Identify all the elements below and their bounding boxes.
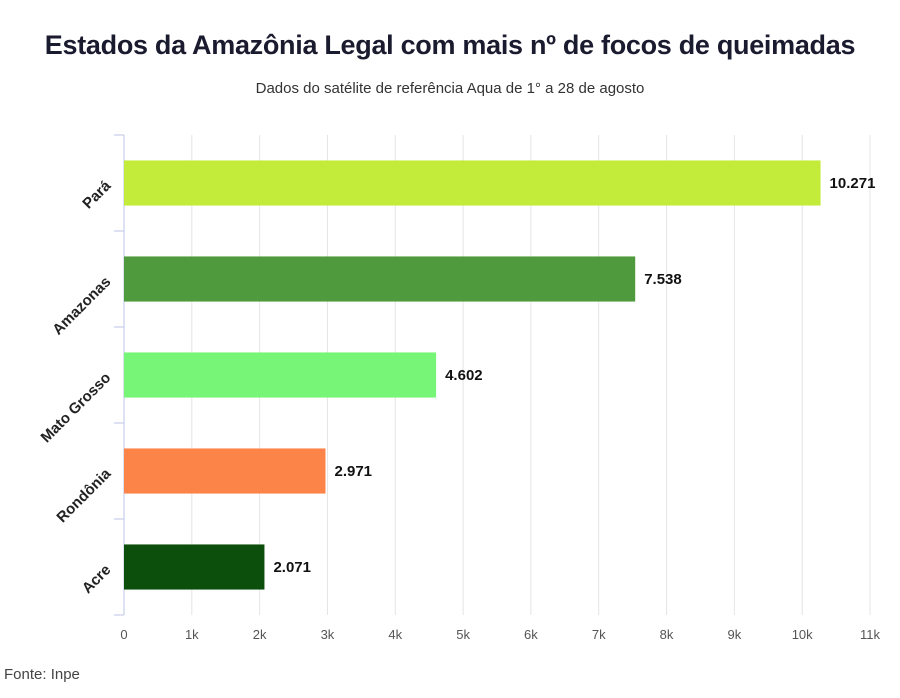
bar [124, 160, 821, 206]
data-label: 10.271 [830, 175, 876, 192]
x-tick-label: 11k [860, 627, 880, 642]
x-tick-label: 9k [727, 627, 741, 642]
bar [124, 544, 265, 590]
x-tick-label: 5k [456, 627, 470, 642]
bar [124, 352, 437, 398]
x-tick-label: 6k [524, 627, 538, 642]
data-label: 4.602 [445, 367, 483, 384]
data-label: 2.971 [334, 463, 372, 480]
category-label: Amazonas [49, 273, 114, 338]
category-label: Acre [79, 561, 115, 597]
y-axis [114, 134, 125, 616]
data-label: 7.538 [644, 271, 682, 288]
x-tick-label: 10k [792, 627, 813, 642]
chart-subtitle: Dados do satélite de referência Aqua de … [255, 80, 645, 97]
x-tick-label: 3k [321, 627, 335, 642]
x-tick-label: 1k [185, 627, 199, 642]
source-note: Fonte: Inpe [4, 666, 80, 683]
category-label: Mato Grosso [38, 369, 115, 446]
bar [124, 448, 326, 494]
x-tick-label: 2k [253, 627, 267, 642]
x-tick-label: 8k [660, 627, 674, 642]
x-tick-label: 4k [388, 627, 402, 642]
x-tick-label: 0 [120, 627, 127, 642]
bars [124, 160, 821, 590]
bar [124, 256, 636, 302]
category-label: Pará [79, 177, 114, 212]
data-label: 2.071 [273, 559, 311, 576]
chart-title: Estados da Amazônia Legal com mais nº de… [44, 30, 856, 60]
category-label: Rondônia [53, 465, 114, 526]
x-tick-label: 7k [592, 627, 606, 642]
